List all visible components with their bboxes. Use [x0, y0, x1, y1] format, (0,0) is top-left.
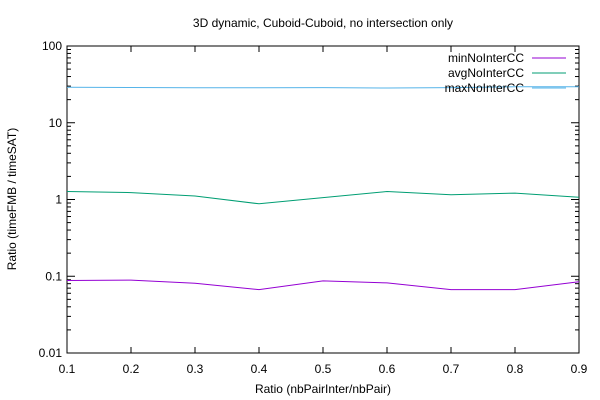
y-axis-label: Ratio (timeFMB / timeSAT): [5, 128, 19, 270]
legend-label: avgNoInterCC: [448, 66, 524, 80]
y-tick-label: 0.01: [39, 346, 63, 360]
x-tick-label: 0.6: [379, 362, 396, 376]
x-tick-label: 0.8: [507, 362, 524, 376]
y-tick-label: 10: [49, 116, 63, 130]
x-tick-label: 0.3: [187, 362, 204, 376]
series-line-minNoInterCC: [66, 279, 580, 291]
x-tick-label: 0.2: [123, 362, 140, 376]
legend-label: maxNoInterCC: [445, 81, 525, 95]
x-tick-label: 0.5: [315, 362, 332, 376]
y-tick-label: 1: [55, 193, 62, 207]
axis-ticks: 0.1 0.2 0.3 0.4 0.5 0.6 0.7 0.8 0.9 0.01 0.1 1 10 100: [39, 39, 588, 376]
chart-title: 3D dynamic, Cuboid-Cuboid, no intersecti…: [193, 16, 453, 30]
legend-label: minNoInterCC: [448, 51, 524, 65]
y-tick-label: 100: [42, 39, 62, 53]
series-line-avgNoInterCC: [66, 190, 580, 205]
x-tick-label: 0.4: [251, 362, 268, 376]
series-line-maxNoInterCC: [66, 86, 579, 89]
series-lines: [66, 86, 580, 291]
x-tick-label: 0.1: [59, 362, 76, 376]
x-tick-label: 0.7: [443, 362, 460, 376]
x-axis-label: Ratio (nbPairInter/nbPair): [255, 382, 391, 396]
y-tick-label: 0.1: [45, 269, 62, 283]
x-tick-label: 0.9: [571, 362, 588, 376]
